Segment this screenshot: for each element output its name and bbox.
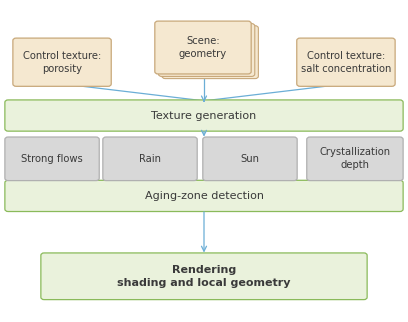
Text: Rendering
shading and local geometry: Rendering shading and local geometry xyxy=(117,265,291,288)
FancyBboxPatch shape xyxy=(155,21,251,74)
FancyBboxPatch shape xyxy=(203,137,297,181)
Text: Control texture:
porosity: Control texture: porosity xyxy=(23,51,101,74)
FancyBboxPatch shape xyxy=(13,38,111,86)
FancyBboxPatch shape xyxy=(307,137,403,181)
FancyBboxPatch shape xyxy=(41,253,367,299)
Text: Control texture:
salt concentration: Control texture: salt concentration xyxy=(301,51,391,74)
FancyBboxPatch shape xyxy=(158,24,255,76)
FancyBboxPatch shape xyxy=(5,100,403,131)
Text: Aging-zone detection: Aging-zone detection xyxy=(144,191,264,201)
Text: Sun: Sun xyxy=(240,154,259,164)
FancyBboxPatch shape xyxy=(5,180,403,212)
Text: Rain: Rain xyxy=(139,154,161,164)
FancyBboxPatch shape xyxy=(5,137,99,181)
Text: Crystallization
depth: Crystallization depth xyxy=(319,147,390,170)
FancyBboxPatch shape xyxy=(162,26,258,79)
Text: Strong flows: Strong flows xyxy=(21,154,83,164)
FancyBboxPatch shape xyxy=(103,137,197,181)
Text: Scene:
geometry: Scene: geometry xyxy=(179,36,227,59)
FancyBboxPatch shape xyxy=(297,38,395,86)
Text: Texture generation: Texture generation xyxy=(151,110,257,120)
